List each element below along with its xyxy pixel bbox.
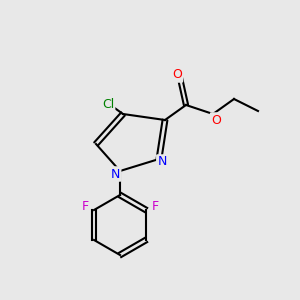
Text: O: O (172, 68, 182, 82)
Text: N: N (111, 167, 120, 181)
Text: F: F (82, 200, 88, 214)
Text: O: O (211, 113, 221, 127)
Text: Cl: Cl (102, 98, 114, 112)
Text: F: F (152, 200, 158, 214)
Text: N: N (157, 155, 167, 169)
